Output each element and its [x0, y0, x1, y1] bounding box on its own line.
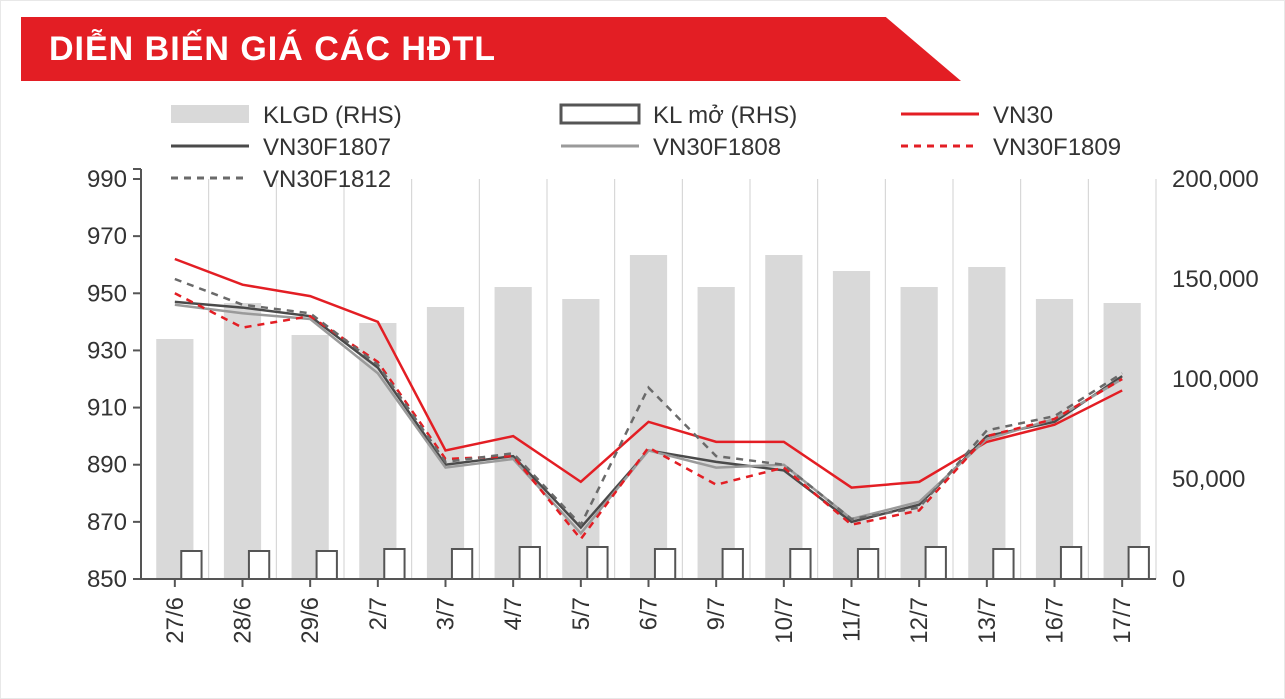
svg-text:VN30F1808: VN30F1808	[653, 134, 781, 161]
x-tick-label: 27/6	[162, 597, 189, 644]
x-tick-label: 6/7	[636, 597, 663, 630]
svg-text:870: 870	[87, 509, 127, 536]
x-tick-label: 17/7	[1109, 597, 1136, 644]
svg-text:100,000: 100,000	[1172, 366, 1259, 393]
klgd-bar	[698, 287, 735, 579]
chart-title: DIỄN BIẾN GIÁ CÁC HĐTL	[21, 30, 496, 69]
klgd-bar	[765, 255, 802, 579]
klgd-bar	[901, 287, 938, 579]
svg-text:50,000: 50,000	[1172, 466, 1245, 493]
klmo-bar	[993, 549, 1013, 579]
klmo-bar	[1129, 547, 1149, 579]
svg-text:970: 970	[87, 223, 127, 250]
chart-title-bar: DIỄN BIẾN GIÁ CÁC HĐTL	[21, 17, 961, 81]
x-tick-label: 9/7	[703, 597, 730, 630]
klgd-bar	[1036, 299, 1073, 579]
klgd-bar	[292, 335, 329, 579]
svg-text:200,000: 200,000	[1172, 166, 1259, 193]
x-tick-label: 13/7	[974, 597, 1001, 644]
price-chart: 850 870 890 910 930 950 970 990 0 50,000 100,000 15…	[11, 89, 1276, 689]
x-tick-label: 4/7	[500, 597, 527, 630]
klmo-bar	[1061, 547, 1081, 579]
x-tick-label: 2/7	[365, 597, 392, 630]
x-tick-label: 5/7	[568, 597, 595, 630]
x-tick-label: 29/6	[297, 597, 324, 644]
klgd-bar	[968, 267, 1005, 579]
svg-text:930: 930	[87, 337, 127, 364]
klmo-bar	[452, 549, 472, 579]
svg-text:910: 910	[87, 395, 127, 422]
klgd-bar	[833, 271, 870, 579]
svg-text:0: 0	[1172, 566, 1185, 593]
x-tick-label: 28/6	[230, 597, 257, 644]
klgd-bar	[224, 303, 261, 579]
klgd-bar	[495, 287, 532, 579]
x-tick-label: 3/7	[433, 597, 460, 630]
svg-text:KLGD (RHS): KLGD (RHS)	[263, 102, 402, 129]
svg-text:VN30F1812: VN30F1812	[263, 166, 391, 193]
klmo-bar	[249, 551, 269, 579]
x-tick-label: 11/7	[839, 597, 866, 642]
klmo-bar	[926, 547, 946, 579]
klmo-bar	[655, 549, 675, 579]
klmo-bar	[858, 549, 878, 579]
klmo-bar	[723, 549, 743, 579]
klmo-bar	[384, 549, 404, 579]
x-tick-label: 16/7	[1042, 597, 1069, 644]
klmo-bar	[317, 551, 337, 579]
klmo-bar	[587, 547, 607, 579]
svg-text:VN30: VN30	[993, 102, 1053, 129]
x-tick-label: 12/7	[906, 597, 933, 644]
klmo-bar	[790, 549, 810, 579]
x-tick-label: 10/7	[771, 597, 798, 644]
svg-text:150,000: 150,000	[1172, 266, 1259, 293]
klgd-bar	[1104, 303, 1141, 579]
klmo-bar	[181, 551, 201, 579]
svg-text:KL mở (RHS): KL mở (RHS)	[653, 102, 797, 129]
klgd-bar	[427, 307, 464, 579]
svg-text:850: 850	[87, 566, 127, 593]
svg-text:950: 950	[87, 280, 127, 307]
svg-text:VN30F1809: VN30F1809	[993, 134, 1121, 161]
svg-text:VN30F1807: VN30F1807	[263, 134, 391, 161]
klmo-bar	[520, 547, 540, 579]
svg-text:890: 890	[87, 452, 127, 479]
svg-text:990: 990	[87, 166, 127, 193]
klgd-bar	[630, 255, 667, 579]
klgd-bar	[156, 339, 193, 579]
